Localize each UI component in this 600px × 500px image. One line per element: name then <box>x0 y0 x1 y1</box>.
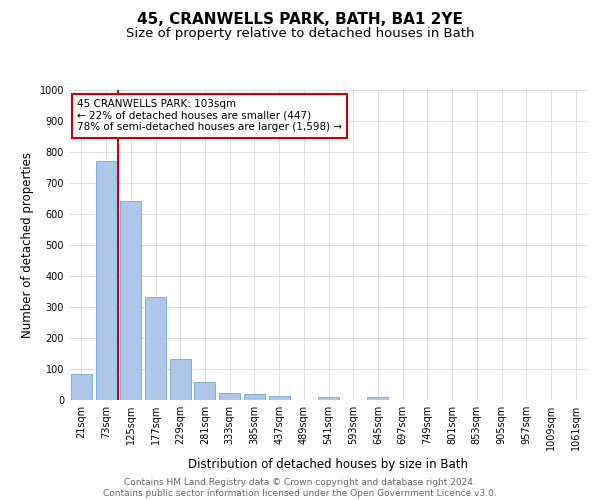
Bar <box>367 396 388 400</box>
Bar <box>318 397 339 400</box>
Bar <box>269 396 290 400</box>
Y-axis label: Number of detached properties: Number of detached properties <box>21 152 34 338</box>
Bar <box>219 393 240 400</box>
Bar <box>194 382 215 400</box>
X-axis label: Distribution of detached houses by size in Bath: Distribution of detached houses by size … <box>188 458 469 471</box>
Bar <box>244 394 265 400</box>
Bar <box>145 298 166 400</box>
Text: Size of property relative to detached houses in Bath: Size of property relative to detached ho… <box>126 28 474 40</box>
Bar <box>120 200 141 400</box>
Bar <box>170 359 191 400</box>
Text: 45, CRANWELLS PARK, BATH, BA1 2YE: 45, CRANWELLS PARK, BATH, BA1 2YE <box>137 12 463 28</box>
Bar <box>71 374 92 400</box>
Text: 45 CRANWELLS PARK: 103sqm
← 22% of detached houses are smaller (447)
78% of semi: 45 CRANWELLS PARK: 103sqm ← 22% of detac… <box>77 100 342 132</box>
Text: Contains HM Land Registry data © Crown copyright and database right 2024.
Contai: Contains HM Land Registry data © Crown c… <box>103 478 497 498</box>
Bar <box>95 162 116 400</box>
